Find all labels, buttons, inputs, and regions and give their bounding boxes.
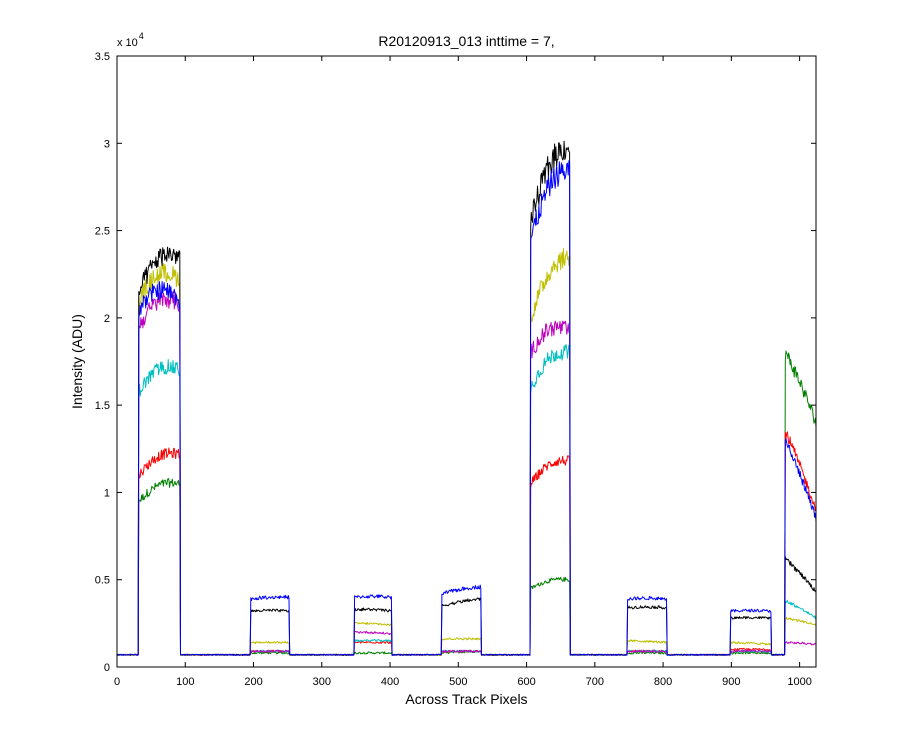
plot-area [117, 56, 816, 667]
x-tick-label: 0 [114, 676, 120, 688]
y-axis-multiplier-base: x 10 [117, 37, 138, 49]
chart-title: R20120913_013 inttime = 7, [378, 33, 554, 49]
x-tick-label: 300 [313, 676, 331, 688]
y-axis-multiplier-exponent: 4 [139, 31, 144, 41]
y-axis-multiplier: x 104 [117, 31, 144, 49]
x-tick-label: 100 [176, 676, 194, 688]
x-tick-label: 700 [586, 676, 604, 688]
x-tick-label: 200 [244, 676, 262, 688]
y-tick-label: 0.5 [95, 575, 110, 587]
x-tick-label: 900 [722, 676, 740, 688]
x-tick-label: 600 [517, 676, 535, 688]
y-tick-label: 3 [104, 138, 110, 150]
y-tick-label: 0 [104, 662, 110, 674]
x-tick-label: 1000 [787, 676, 811, 688]
x-axis-label: Across Track Pixels [405, 691, 527, 707]
y-tick-label: 3.5 [95, 51, 110, 63]
x-tick-label: 500 [449, 676, 467, 688]
plot-frame [116, 55, 817, 668]
y-axis-label: Intensity (ADU) [69, 314, 85, 409]
series-layer [116, 140, 817, 656]
ticks-layer: 0 100 200 300 400 500 600 700 800 900 1000 0 0.5 1 1.5… [95, 51, 816, 688]
x-tick-label: 800 [654, 676, 672, 688]
y-tick-label: 1.5 [95, 400, 110, 412]
series-line-7 [116, 160, 817, 656]
y-tick-label: 2 [104, 313, 110, 325]
y-tick-label: 2.5 [95, 226, 110, 238]
y-tick-label: 1 [104, 487, 110, 499]
x-tick-label: 400 [381, 676, 399, 688]
